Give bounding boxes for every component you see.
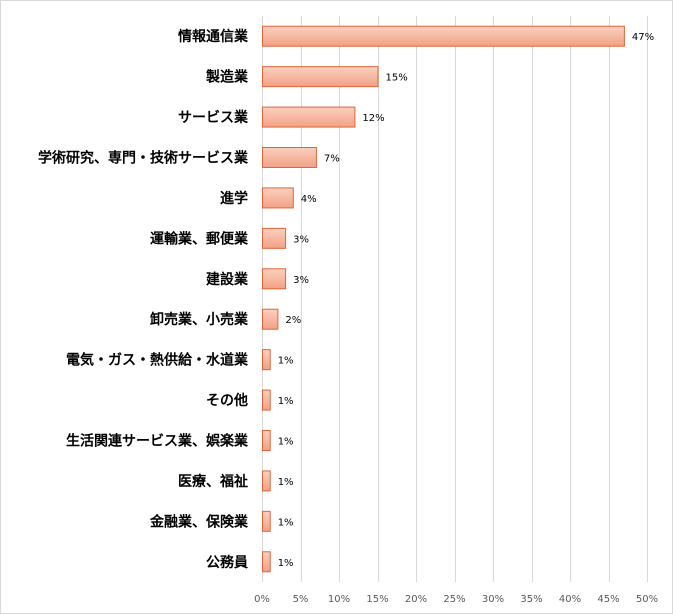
category-label: 卸売業、小売業	[150, 311, 249, 328]
bars	[262, 25, 625, 573]
category-label: 医療、福祉	[178, 473, 248, 490]
category-label: 生活関連サービス業、娯楽業	[66, 433, 249, 450]
category-label: 製造業	[205, 69, 249, 86]
data-label: 1%	[278, 437, 294, 448]
bar	[262, 106, 356, 128]
data-label: 1%	[278, 477, 294, 488]
data-label: 2%	[285, 315, 301, 326]
bar	[262, 389, 271, 411]
category-label: 学術研究、専門・技術サービス業	[38, 150, 249, 167]
bar	[262, 66, 379, 88]
x-tick-label: 20%	[405, 594, 427, 605]
bar	[262, 147, 317, 168]
bar	[262, 510, 271, 532]
x-tick-label: 45%	[597, 594, 619, 605]
x-tick-label: 10%	[328, 594, 350, 605]
bar	[262, 25, 625, 47]
data-label: 1%	[278, 558, 294, 569]
x-tick-label: 5%	[293, 594, 309, 605]
x-axis-tick-labels: 0% 5% 10% 15% 20% 25% 30% 35% 40% 45% 50%	[254, 594, 658, 605]
category-label: 金融業、保険業	[149, 513, 249, 530]
x-tick-label: 50%	[636, 594, 658, 605]
data-label: 47%	[632, 32, 654, 43]
x-tick-label: 30%	[482, 594, 504, 605]
data-label: 3%	[293, 275, 309, 286]
x-tick-label: 35%	[520, 594, 542, 605]
bar	[262, 268, 287, 290]
data-label: 3%	[293, 234, 309, 245]
bar	[262, 551, 271, 573]
data-label: 1%	[278, 396, 294, 407]
x-tick-label: 25%	[443, 594, 465, 605]
bar	[262, 227, 287, 249]
x-tick-label: 15%	[366, 594, 388, 605]
category-label: 電気・ガス・熱供給・水道業	[66, 352, 249, 369]
category-label: 建設業	[206, 271, 249, 288]
data-label: 1%	[278, 356, 294, 367]
data-labels: 47% 15% 12% 7% 4% 3% 3% 2% 1% 1% 1% 1% 1% 1%	[278, 32, 654, 569]
category-label: その他	[206, 392, 248, 409]
category-label: 進学	[220, 190, 248, 207]
category-label: サービス業	[178, 109, 249, 126]
x-tick-label: 0%	[254, 594, 270, 605]
category-label: 運輸業、郵便業	[150, 230, 249, 247]
data-label: 1%	[278, 517, 294, 528]
bar	[262, 470, 271, 492]
category-label: 情報通信業	[178, 28, 249, 45]
data-label: 12%	[362, 113, 384, 124]
data-label: 15%	[386, 73, 408, 84]
bar	[262, 430, 271, 451]
data-label: 7%	[324, 154, 340, 165]
category-labels: 情報通信業製造業サービス業学術研究、専門・技術サービス業進学運輸業、郵便業建設業…	[38, 28, 249, 571]
bar	[262, 187, 294, 209]
data-label: 4%	[301, 194, 317, 205]
bar	[262, 308, 279, 330]
gridlines	[262, 16, 648, 582]
category-label: 公務員	[206, 554, 248, 571]
x-tick-label: 40%	[559, 594, 581, 605]
bar	[262, 349, 271, 371]
